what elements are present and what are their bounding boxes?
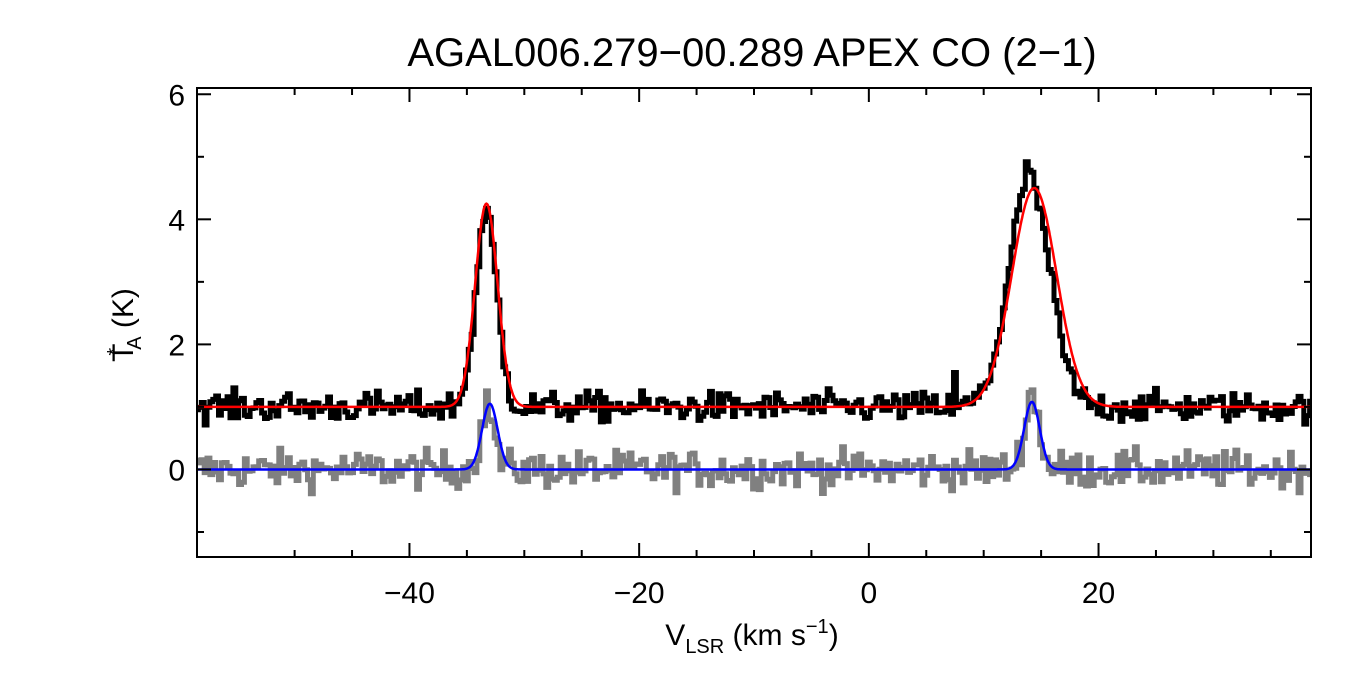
x-tick-label: 0	[861, 577, 878, 610]
x-axis-label-sub: LSR	[685, 636, 724, 658]
y-axis-label-sup: *	[104, 348, 126, 356]
x-tick-label: −20	[614, 577, 665, 610]
y-axis-label-main: T	[107, 344, 140, 362]
y-axis-label-sub: A	[124, 336, 146, 350]
axes: −40 −20 0 20 0 2 4 6	[168, 79, 1312, 610]
x-axis-label-sup: −1	[806, 616, 829, 638]
chart-title: AGAL006.279−00.289 APEX CO (2−1)	[407, 31, 1096, 75]
y-tick-label: 4	[168, 204, 185, 237]
residual-fit-curve	[197, 400, 1311, 471]
y-axis-label: T*A (K)	[104, 288, 146, 362]
x-axis-label-rest: (km s	[724, 619, 806, 652]
x-axis-label: VLSR (km s−1)	[665, 616, 838, 658]
y-tick-label: 6	[168, 79, 185, 112]
x-tick-label: −40	[384, 577, 435, 610]
y-axis-label-rest: (K)	[107, 288, 140, 336]
y-tick-label: 2	[168, 329, 185, 362]
plot-area	[197, 159, 1311, 497]
observed-fit-curve	[197, 186, 1311, 409]
x-tick-label: 20	[1082, 577, 1115, 610]
observed-spectrum	[197, 159, 1311, 428]
series-group	[197, 159, 1311, 497]
x-axis-label-close: )	[829, 619, 839, 652]
x-axis-label-main: V	[665, 619, 685, 652]
y-tick-label: 0	[168, 454, 185, 487]
